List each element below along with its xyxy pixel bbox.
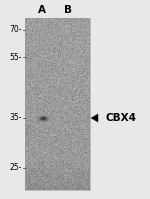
Text: 55-: 55- — [9, 53, 22, 61]
Bar — [25, 18, 90, 190]
Polygon shape — [91, 114, 98, 122]
Text: 70-: 70- — [9, 25, 22, 34]
Text: 25-: 25- — [10, 164, 22, 173]
Text: CBX4: CBX4 — [105, 113, 136, 123]
Text: B: B — [64, 5, 72, 15]
Text: 35-: 35- — [9, 113, 22, 123]
Text: A: A — [38, 5, 46, 15]
